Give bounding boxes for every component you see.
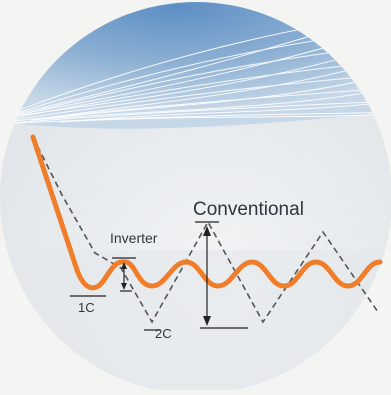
one-c-label: 1C xyxy=(78,300,95,315)
conventional-label: Conventional xyxy=(193,199,304,220)
two-c-label: 2C xyxy=(155,326,172,341)
inverter-label: Inverter xyxy=(110,230,158,246)
